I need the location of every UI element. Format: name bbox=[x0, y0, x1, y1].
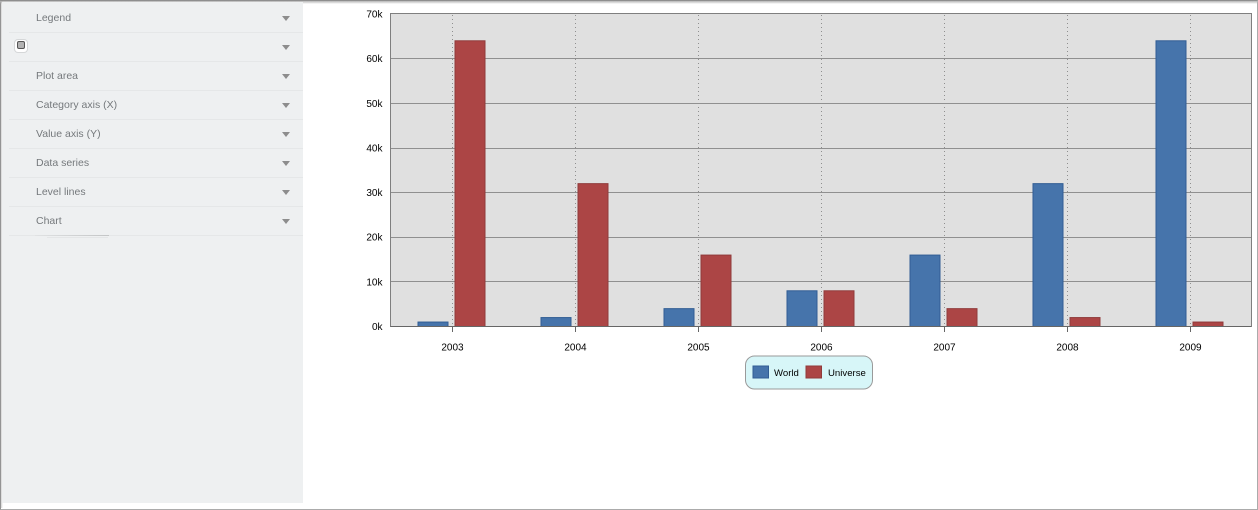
svg-text:2007: 2007 bbox=[933, 343, 956, 354]
svg-text:50k: 50k bbox=[366, 99, 383, 110]
svg-text:10k: 10k bbox=[366, 277, 383, 288]
svg-text:0k: 0k bbox=[372, 322, 384, 333]
svg-text:70k: 70k bbox=[366, 10, 383, 21]
svg-text:Universe: Universe bbox=[828, 368, 866, 379]
svg-text:2008: 2008 bbox=[1056, 343, 1079, 354]
svg-text:2004: 2004 bbox=[564, 343, 587, 354]
svg-text:World: World bbox=[774, 368, 799, 379]
svg-text:2009: 2009 bbox=[1179, 343, 1202, 354]
svg-text:2005: 2005 bbox=[687, 343, 710, 354]
svg-text:2003: 2003 bbox=[441, 343, 464, 354]
svg-text:2006: 2006 bbox=[810, 343, 833, 354]
svg-text:40k: 40k bbox=[366, 143, 383, 154]
svg-text:60k: 60k bbox=[366, 54, 383, 65]
svg-text:30k: 30k bbox=[366, 188, 383, 199]
svg-text:20k: 20k bbox=[366, 233, 383, 244]
